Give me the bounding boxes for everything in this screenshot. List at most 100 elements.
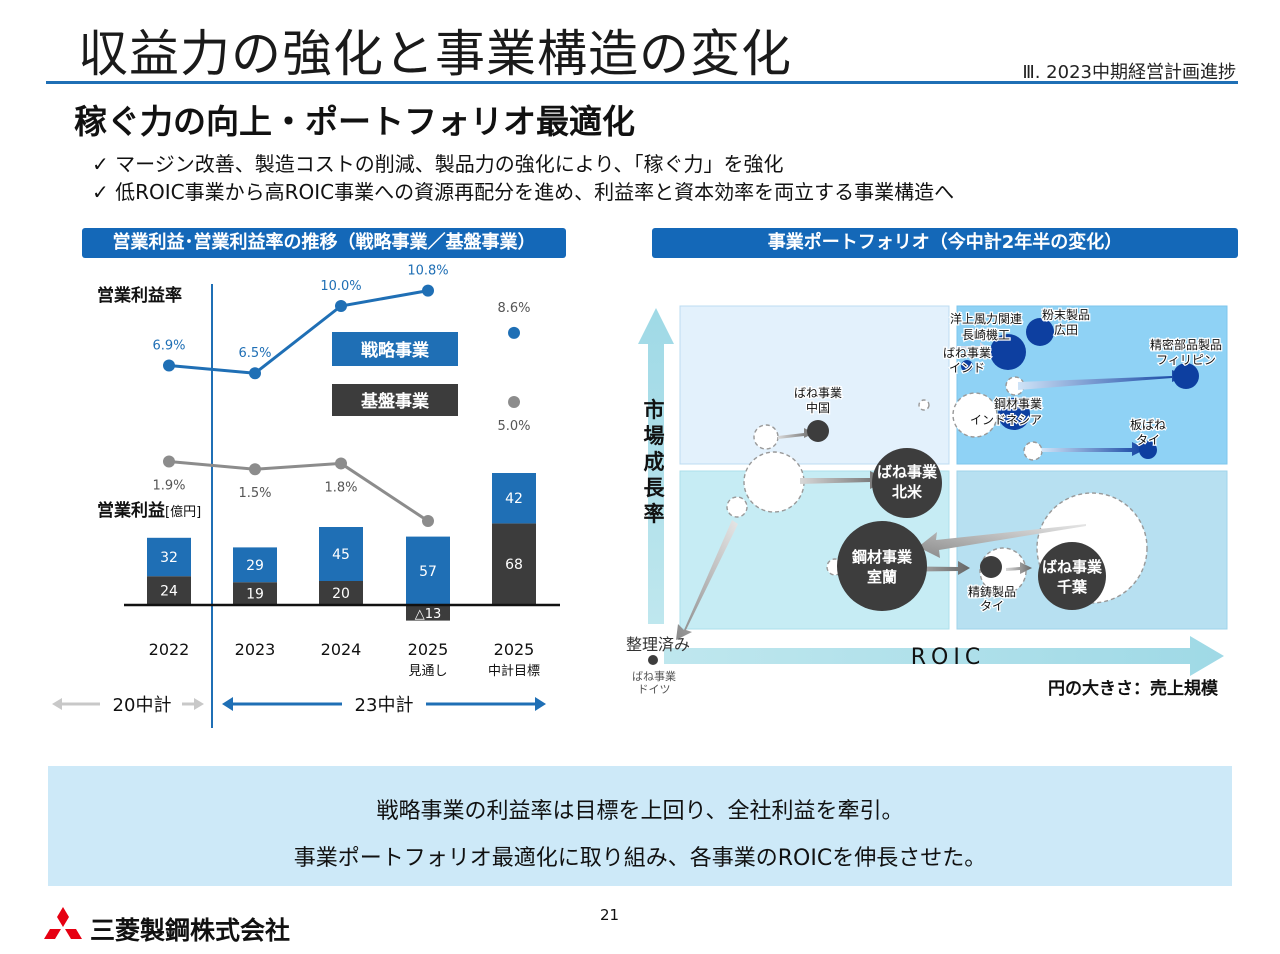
company-logo: 三菱製鋼株式会社 bbox=[44, 907, 290, 945]
disposed-label: 整理済み bbox=[626, 635, 690, 654]
page-title: 収益力の強化と事業構造の変化 bbox=[78, 25, 792, 83]
base-rate-point bbox=[422, 515, 434, 528]
section-label: Ⅲ. 2023中期経営計画進捗 bbox=[1022, 62, 1236, 83]
base-rate-point bbox=[163, 455, 175, 468]
rate-axis-title: 営業利益率 bbox=[97, 285, 182, 306]
page-number: 21 bbox=[600, 906, 620, 924]
legend-strategic-swatch bbox=[332, 332, 458, 366]
company-name: 三菱製鋼株式会社 bbox=[90, 916, 290, 945]
strategic-profit-bar bbox=[319, 527, 363, 581]
strategic-profit-bar bbox=[233, 547, 277, 583]
base-rate-label: 1.9% bbox=[152, 479, 185, 494]
base-rate-point bbox=[249, 463, 261, 476]
label-seimitsu: 精密部品製品フィリピン bbox=[1150, 337, 1222, 367]
label-bane-germany: ばね事業ドイツ bbox=[632, 670, 676, 696]
before-circle-bane-na bbox=[743, 451, 805, 513]
svg-text:営業利益[億円]: 営業利益[億円] bbox=[97, 500, 201, 521]
base-rate-line bbox=[168, 460, 429, 523]
right-panel-banner: 事業ポートフォリオ（今中計2年半の変化） bbox=[652, 228, 1238, 258]
base-profit-bar bbox=[319, 581, 363, 605]
before-circle-bane-india bbox=[918, 399, 930, 411]
year-label: 2023 bbox=[235, 640, 276, 659]
bubble-funmatsu bbox=[1026, 318, 1054, 346]
before-circle-bane-china bbox=[753, 424, 779, 450]
base-profit-bar bbox=[406, 605, 450, 621]
strategic-rate-point bbox=[249, 367, 261, 380]
bullet-2: ✓ 低ROIC事業から高ROIC事業への資源再配分を進め、利益率と資本効率を両立… bbox=[92, 180, 955, 204]
label-yojo: 洋上風力関連長崎機工 bbox=[950, 311, 1022, 342]
bubble-chutan bbox=[980, 556, 1002, 578]
year-sublabel: 見通し bbox=[408, 664, 447, 679]
bubble-bane-china bbox=[807, 420, 829, 442]
base-profit-value: 20 bbox=[332, 586, 350, 602]
year-label: 2025 bbox=[408, 640, 449, 659]
bubble-bane-na bbox=[872, 448, 942, 518]
bubble-koza-muroran bbox=[837, 521, 927, 611]
bubble-koza-indonesia bbox=[998, 398, 1030, 430]
summary-line-2: 事業ポートフォリオ最適化に取り組み、各事業のROICを伸長させた。 bbox=[293, 846, 987, 871]
base-rate-label: 5.0% bbox=[497, 419, 530, 434]
label-bane-chiba: ばね事業千葉 bbox=[1042, 558, 1103, 596]
bubble-size-note: 円の大きさ：売上規模 bbox=[1048, 678, 1219, 699]
label-bane-na: ばね事業北米 bbox=[877, 463, 938, 501]
strategic-rate-label: 10.0% bbox=[320, 279, 361, 294]
base-profit-value: 24 bbox=[160, 584, 178, 600]
strategic-rate-label: 10.8% bbox=[407, 264, 448, 279]
base-rate-label: 1.5% bbox=[238, 486, 271, 501]
year-sublabel: 中計目標 bbox=[488, 663, 540, 679]
summary-box: 戦略事業の利益率は目標を上回り、全社利益を牽引。 事業ポートフォリオ最適化に取り… bbox=[48, 766, 1232, 886]
period-20-label: 20中計 bbox=[113, 695, 172, 716]
before-circle-small-1 bbox=[726, 496, 748, 518]
base-profit-value: 19 bbox=[246, 587, 264, 603]
year-label: 2024 bbox=[321, 640, 362, 659]
strategic-profit-value: 45 bbox=[332, 547, 350, 563]
base-profit-bar bbox=[233, 582, 277, 605]
label-bane-india: ばね事業インド bbox=[943, 346, 991, 375]
bubble-bane-germany bbox=[648, 655, 658, 665]
strategic-profit-value: 42 bbox=[505, 491, 523, 507]
portfolio-chart: 市場成長率 ROIC 円の大きさ：売上規模 整理済み 洋上風力関連長崎機工 粉末… bbox=[626, 305, 1228, 699]
base-profit-value: 68 bbox=[505, 557, 523, 573]
base-profit-bar bbox=[147, 576, 191, 605]
label-chutan: 精鋳製品タイ bbox=[968, 585, 1016, 613]
period-23-label: 23中計 bbox=[355, 695, 414, 716]
base-rate-point bbox=[335, 457, 347, 470]
bubble-bane-india bbox=[961, 360, 973, 372]
bullet-1: ✓ マージン改善、製造コストの削減、製品力の強化により、「稼ぐ力」を強化 bbox=[92, 152, 784, 176]
label-funmatsu: 粉末製品広田 bbox=[1042, 308, 1090, 337]
strategic-profit-bar bbox=[147, 537, 191, 577]
left-panel-banner: 営業利益･営業利益率の推移（戦略事業／基盤事業） bbox=[82, 228, 566, 258]
profit-unit: [億円] bbox=[165, 504, 201, 520]
legend-base-swatch bbox=[332, 384, 458, 416]
slide-subtitle: 稼ぐ力の向上・ポートフォリオ最適化 bbox=[74, 102, 635, 141]
base-profit-value: △13 bbox=[415, 607, 442, 622]
before-circle-koza-indonesia bbox=[952, 392, 998, 438]
profit-chart: 営業利益率 営業利益[億円] 6.9% 6.5% 10.0% 10.8% 8.6% 1.9… bbox=[52, 264, 560, 728]
base-rate-point bbox=[508, 396, 520, 408]
three-diamonds-icon bbox=[44, 907, 82, 939]
strategic-profit-value: 29 bbox=[246, 558, 264, 574]
strategic-rate-label: 6.9% bbox=[152, 339, 185, 354]
strategic-rate-point bbox=[422, 284, 434, 297]
strategic-profit-value: 57 bbox=[419, 564, 437, 580]
strategic-rate-point bbox=[335, 300, 347, 312]
bubble-ita-bane bbox=[1139, 441, 1157, 459]
bubble-bane-chiba bbox=[1038, 542, 1106, 610]
x-axis-arrow bbox=[664, 636, 1224, 676]
strategic-profit-bar bbox=[492, 473, 536, 524]
legend-strategic: 戦略事業 bbox=[361, 340, 429, 361]
label-koza-indonesia: 鋼材事業インドネシア bbox=[970, 397, 1042, 427]
strategic-rate-point bbox=[163, 359, 175, 372]
before-circle-ita-bane bbox=[1023, 441, 1043, 461]
bubble-seimitsu bbox=[1173, 363, 1199, 389]
strategic-profit-value: 32 bbox=[160, 550, 178, 566]
bubble-yojo bbox=[990, 334, 1026, 370]
strategic-rate-point bbox=[508, 326, 520, 339]
y-axis-label: 市場成長率 bbox=[644, 398, 666, 526]
x-axis-label: ROIC bbox=[911, 645, 985, 670]
base-rate-label: 1.8% bbox=[324, 480, 357, 495]
strategic-rate-label: 8.6% bbox=[497, 301, 530, 316]
base-profit-bar bbox=[492, 523, 536, 605]
strategic-rate-label: 6.5% bbox=[238, 346, 271, 361]
year-label: 2022 bbox=[149, 640, 190, 659]
